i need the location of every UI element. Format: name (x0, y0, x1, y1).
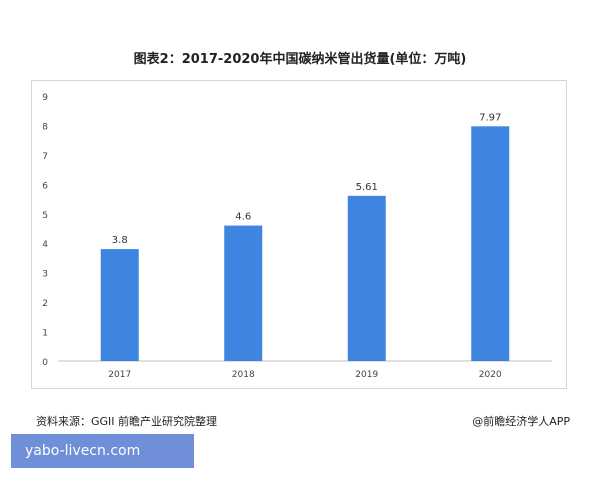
y-tick-label: 6 (42, 181, 48, 191)
x-tick-label-2020: 2020 (479, 370, 502, 380)
y-tick-label: 1 (42, 329, 48, 339)
y-tick-label: 0 (42, 358, 48, 368)
bar-2017 (100, 249, 139, 361)
bar-chart: 0 1 2 3 4 5 6 7 8 9 3.8 2017 4.6 2018 5.61 2019 7.97 2020 (42, 93, 552, 380)
credit-note: @前瞻经济学人APP (472, 415, 570, 428)
y-tick-label: 8 (42, 122, 48, 132)
y-tick-label: 9 (42, 93, 48, 103)
x-tick-label-2017: 2017 (108, 370, 131, 380)
y-tick-label: 3 (42, 270, 48, 280)
data-label-2017: 3.8 (112, 235, 128, 246)
site-link[interactable]: yabo-livecn.com (11, 434, 194, 468)
y-tick-label: 7 (42, 152, 48, 162)
bar-2019 (347, 195, 386, 361)
y-tick-label: 2 (42, 299, 48, 309)
source-note: 资料来源：GGII 前瞻产业研究院整理 (36, 415, 218, 428)
chart-frame: 0 1 2 3 4 5 6 7 8 9 3.8 2017 4.6 2018 5.61 2019 7.97 2020 (31, 80, 567, 389)
bar-2018 (224, 225, 263, 361)
y-tick-label: 5 (42, 211, 48, 221)
bar-2020 (471, 126, 510, 361)
x-tick-label-2018: 2018 (232, 370, 255, 380)
data-label-2020: 7.97 (479, 112, 501, 123)
data-label-2018: 4.6 (235, 212, 251, 223)
chart-title: 图表2：2017-2020年中国碳纳米管出货量(单位：万吨) (133, 52, 467, 67)
x-tick-label-2019: 2019 (355, 370, 378, 380)
data-label-2019: 5.61 (356, 182, 378, 193)
y-tick-label: 4 (42, 240, 48, 250)
